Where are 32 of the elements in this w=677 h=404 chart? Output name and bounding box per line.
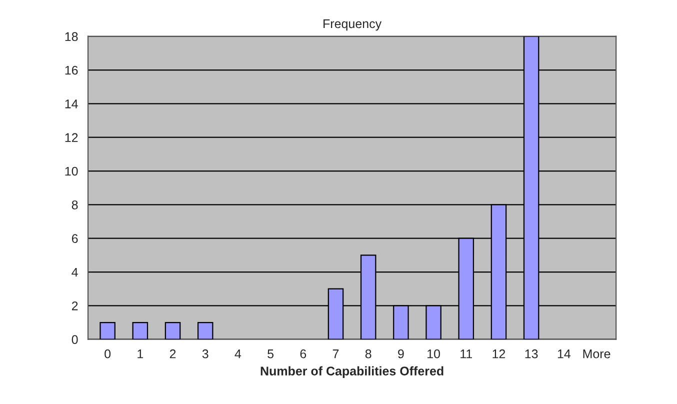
x-tick-label: 9: [398, 349, 404, 358]
x-tick-label: 13: [525, 349, 538, 358]
x-axis-title: Number of Capabilities Offered: [260, 366, 444, 378]
x-tick-label: 0: [104, 349, 111, 358]
x-tick-label: 8: [365, 349, 372, 358]
x-tick-label: 2: [170, 349, 176, 358]
x-tick-label: More: [583, 350, 610, 358]
y-tick-label: 14: [65, 100, 78, 108]
x-tick-label: 5: [268, 350, 274, 358]
x-tick-label: 11: [460, 350, 472, 358]
x-tick-label: 6: [300, 349, 306, 358]
y-tick-label: 0: [72, 335, 78, 344]
y-tick-label: 6: [72, 234, 78, 244]
bar: [132, 322, 148, 340]
x-tick-label: 1: [138, 350, 144, 358]
y-tick-label: 16: [65, 66, 78, 75]
bar: [197, 322, 214, 340]
x-tick-label: 12: [492, 349, 506, 358]
bar: [100, 322, 116, 340]
bar: [164, 322, 181, 340]
y-tick-label: 10: [65, 166, 78, 176]
y-tick-label: 2: [72, 301, 78, 310]
y-tick-label: 18: [65, 32, 78, 42]
y-tick-label: 4: [72, 268, 78, 277]
x-tick-label: 7: [332, 350, 339, 358]
x-tick-label: 4: [234, 350, 242, 358]
chart-title: Frequency: [324, 19, 382, 31]
y-tick-label: 12: [65, 133, 78, 142]
y-tick-label: 8: [72, 200, 78, 210]
x-tick-label: 10: [428, 349, 440, 358]
x-tick-label: 14: [558, 350, 571, 358]
x-tick-label: 3: [202, 349, 208, 358]
